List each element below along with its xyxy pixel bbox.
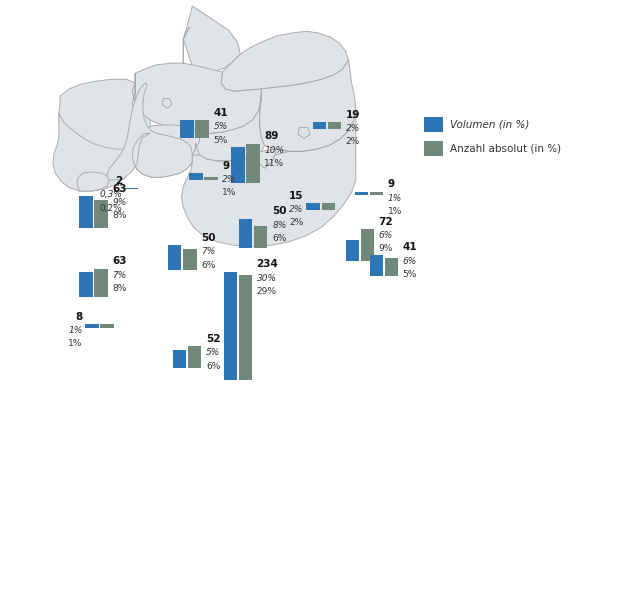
Bar	[328, 122, 341, 129]
Text: 8%: 8%	[112, 284, 127, 293]
Bar	[173, 350, 186, 368]
Polygon shape	[107, 83, 192, 180]
Text: 1%: 1%	[388, 207, 402, 216]
Bar	[204, 177, 217, 180]
Bar	[424, 117, 443, 132]
Text: 2%: 2%	[289, 206, 304, 214]
Text: 2%: 2%	[289, 219, 304, 227]
Bar	[306, 203, 320, 210]
Text: 6%: 6%	[201, 261, 216, 269]
Text: 1%: 1%	[68, 326, 82, 335]
Text: 5%: 5%	[213, 123, 228, 131]
Text: 5%: 5%	[206, 349, 221, 357]
Text: 9%: 9%	[379, 245, 393, 253]
Bar	[239, 275, 252, 380]
Polygon shape	[53, 113, 133, 191]
Bar	[125, 188, 138, 189]
Bar	[188, 346, 201, 368]
Text: 50: 50	[272, 206, 287, 216]
Text: 8%: 8%	[112, 212, 127, 220]
Bar	[168, 245, 181, 270]
Bar	[183, 249, 196, 270]
Text: 0,2%: 0,2%	[99, 204, 122, 213]
Text: 30%: 30%	[257, 274, 277, 282]
Text: 19: 19	[346, 109, 360, 120]
Text: 6%: 6%	[402, 257, 417, 266]
Bar	[246, 144, 259, 183]
Polygon shape	[59, 73, 150, 153]
Polygon shape	[191, 143, 275, 182]
Polygon shape	[181, 109, 356, 246]
Text: 2%: 2%	[222, 175, 237, 184]
Polygon shape	[298, 127, 310, 138]
Polygon shape	[183, 6, 241, 72]
Text: 0,3%: 0,3%	[99, 191, 122, 200]
Bar	[369, 255, 383, 276]
Text: 8%: 8%	[272, 221, 286, 230]
Bar	[101, 324, 114, 328]
Text: 1%: 1%	[68, 340, 82, 348]
Text: 9: 9	[222, 160, 229, 171]
Text: Anzahl absolut (in %): Anzahl absolut (in %)	[450, 144, 561, 154]
Polygon shape	[198, 84, 211, 95]
Text: 6%: 6%	[272, 234, 287, 243]
Text: 52: 52	[206, 334, 221, 344]
Bar	[354, 192, 367, 195]
Bar	[321, 203, 335, 210]
Bar	[180, 120, 194, 138]
Text: 5%: 5%	[402, 270, 417, 279]
Polygon shape	[259, 60, 356, 151]
Bar	[231, 147, 244, 183]
Bar	[94, 200, 108, 228]
Text: 11%: 11%	[264, 159, 284, 168]
Text: 6%: 6%	[206, 362, 221, 370]
Bar	[254, 226, 268, 248]
Text: 2: 2	[115, 176, 122, 186]
Text: 63: 63	[112, 183, 127, 194]
Text: 9%: 9%	[112, 198, 127, 207]
Bar	[384, 258, 398, 276]
Bar	[79, 196, 92, 228]
Text: 41: 41	[402, 242, 418, 252]
Bar	[224, 272, 237, 380]
Text: 29%: 29%	[257, 287, 277, 296]
Polygon shape	[132, 27, 261, 133]
Polygon shape	[162, 99, 172, 108]
Bar	[86, 324, 99, 328]
Text: 63: 63	[112, 256, 127, 266]
Bar	[361, 229, 374, 261]
Polygon shape	[77, 172, 109, 191]
Text: 234: 234	[257, 259, 279, 269]
Bar	[424, 141, 443, 156]
Bar	[369, 192, 383, 195]
Bar	[346, 240, 359, 261]
Bar	[189, 173, 202, 180]
Text: 89: 89	[264, 131, 279, 141]
Text: 1%: 1%	[388, 194, 402, 203]
Text: 6%: 6%	[379, 231, 393, 240]
Text: 5%: 5%	[213, 136, 228, 144]
Text: Volumen (in %): Volumen (in %)	[450, 120, 529, 130]
Text: 9: 9	[388, 179, 395, 189]
Text: 72: 72	[379, 216, 393, 227]
Text: 7%: 7%	[201, 248, 216, 256]
Text: 41: 41	[213, 108, 228, 118]
Text: 2%: 2%	[346, 124, 360, 133]
Text: 15: 15	[289, 191, 304, 201]
Text: 1%: 1%	[222, 189, 237, 197]
Bar	[94, 269, 108, 297]
Bar	[312, 122, 326, 129]
Polygon shape	[195, 93, 264, 161]
Text: 2%: 2%	[346, 138, 360, 146]
Bar	[79, 272, 92, 297]
Text: 7%: 7%	[112, 271, 127, 279]
Text: 50: 50	[201, 233, 216, 243]
Polygon shape	[261, 121, 356, 194]
Text: 10%: 10%	[264, 146, 284, 154]
Bar	[195, 120, 209, 138]
Bar	[239, 219, 252, 248]
Text: 8: 8	[75, 311, 82, 322]
Polygon shape	[221, 31, 349, 91]
Polygon shape	[132, 125, 199, 177]
